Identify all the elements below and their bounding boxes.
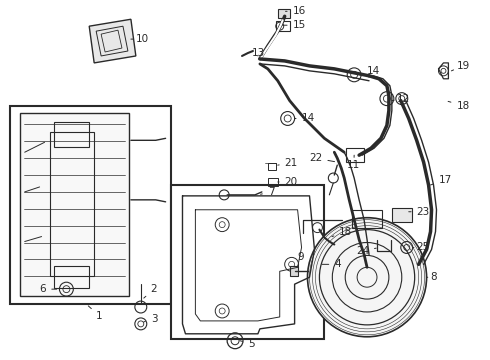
- Text: 7: 7: [261, 187, 274, 197]
- Bar: [49, 132, 94, 276]
- Bar: [54, 266, 89, 288]
- Text: 14: 14: [294, 113, 315, 123]
- Bar: [392, 208, 412, 222]
- Text: 21: 21: [278, 158, 298, 168]
- Bar: [268, 163, 276, 170]
- Bar: [278, 9, 290, 18]
- Text: 23: 23: [409, 207, 430, 217]
- Text: 18: 18: [448, 100, 469, 111]
- Text: 17: 17: [431, 175, 452, 185]
- Text: 3: 3: [144, 314, 157, 324]
- Bar: [352, 210, 382, 228]
- Text: 20: 20: [278, 177, 298, 187]
- Polygon shape: [89, 19, 136, 63]
- Text: 24: 24: [356, 247, 376, 256]
- Text: 25: 25: [413, 243, 430, 252]
- Bar: [20, 113, 129, 296]
- Bar: [346, 148, 364, 162]
- Text: 13: 13: [252, 48, 265, 58]
- Text: 18: 18: [332, 226, 352, 237]
- Circle shape: [308, 218, 427, 337]
- Text: 22: 22: [309, 153, 335, 163]
- Text: 1: 1: [88, 306, 103, 321]
- Text: 11: 11: [347, 155, 361, 170]
- Text: 19: 19: [451, 61, 469, 71]
- Text: 9: 9: [297, 252, 304, 267]
- Text: 5: 5: [240, 339, 255, 349]
- Bar: [268, 178, 278, 186]
- Text: 15: 15: [283, 20, 306, 30]
- Text: 14: 14: [361, 66, 380, 76]
- Text: 6: 6: [40, 284, 57, 294]
- Bar: [171, 185, 324, 339]
- Text: 16: 16: [286, 6, 306, 16]
- Bar: [276, 21, 290, 31]
- Text: 8: 8: [427, 272, 437, 282]
- Bar: [10, 105, 171, 304]
- Text: 4: 4: [322, 259, 341, 269]
- Text: 2: 2: [144, 284, 157, 298]
- Bar: [290, 266, 297, 276]
- Text: 12: 12: [392, 94, 410, 104]
- Text: 10: 10: [131, 34, 149, 44]
- Bar: [54, 122, 89, 147]
